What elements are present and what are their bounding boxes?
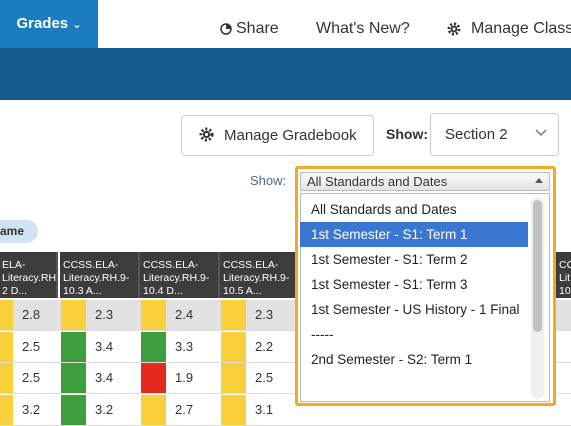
score-color [221, 300, 246, 330]
header-band [0, 48, 571, 100]
score-color [0, 395, 13, 425]
chip-label: ame [0, 224, 25, 238]
score-color [0, 363, 13, 393]
header-line: Literacy.RH.9- [223, 272, 290, 284]
score: 2.7 [175, 402, 194, 417]
dropdown-option[interactable]: 2nd Semester - S2: Term 1 [311, 352, 473, 367]
gear-icon [199, 127, 214, 142]
show-label: Show: [386, 126, 428, 142]
dropdown-option[interactable]: 1st Semester - S1: Term 3 [311, 277, 468, 292]
dropdown-arrow [535, 178, 543, 183]
score-color [141, 395, 166, 425]
section-select[interactable]: Section 2 [430, 113, 559, 156]
column-header[interactable]: ELA-Literacy.RH.9-2 D... [0, 252, 58, 298]
score-color [141, 332, 166, 362]
score-color [221, 363, 246, 393]
grades-menu[interactable]: Grades ⌄ [0, 0, 98, 48]
column-header[interactable]: CCSS.ELA- Literacy.RH.9- 10.4 D... [140, 252, 220, 298]
score-color [141, 300, 166, 330]
header-line: 10.4 D... [143, 285, 183, 297]
header-line: Literacy.RH.9- [63, 272, 130, 284]
header-line: 10. [559, 285, 571, 297]
dropdown-option[interactable]: 1st Semester - S1: Term 1 [300, 222, 528, 247]
score-color [221, 395, 246, 425]
dropdown-option[interactable]: All Standards and Dates [311, 202, 457, 217]
score: 2.3 [255, 307, 274, 322]
header-line: ELA- [2, 259, 26, 271]
chevron [535, 129, 547, 137]
scrollbar-thumb[interactable] [533, 200, 542, 332]
score-color [0, 332, 13, 362]
score: 2.4 [175, 307, 194, 322]
score: 2.5 [22, 370, 41, 385]
score-color [221, 332, 246, 362]
score: 2.5 [22, 339, 41, 354]
column-header[interactable]: CCLit10. [556, 252, 571, 298]
score: 2.8 [22, 307, 41, 322]
score: 3.4 [95, 339, 114, 354]
header-line: Literacy.RH.9- [2, 272, 58, 284]
score: 2.3 [95, 307, 114, 322]
dropdown-option[interactable]: 1st Semester - S1: Term 2 [311, 252, 468, 267]
column-header[interactable]: CCSS.ELA- Literacy.RH.9- 10.5 A... [220, 252, 300, 298]
select-value: Section 2 [445, 126, 508, 143]
score: 2.2 [255, 339, 274, 354]
score-color [141, 363, 166, 393]
header-line: CCSS.ELA- [63, 259, 119, 271]
score: 3.1 [255, 402, 274, 417]
dropdown-option[interactable]: 1st Semester - US History - 1 Final [311, 302, 520, 317]
column-header[interactable]: CCSS.ELA- Literacy.RH.9- 10.3 A... [60, 252, 140, 298]
dropdown-option[interactable]: ----- [311, 327, 334, 342]
share-icon [220, 23, 232, 35]
score: 3.2 [95, 402, 114, 417]
score: 3.3 [175, 339, 194, 354]
score-color [61, 363, 86, 393]
header-line: CCSS.ELA- [143, 259, 199, 271]
score-color [61, 395, 86, 425]
header-line: 10.3 A... [63, 285, 102, 297]
header-line: 10.5 A... [223, 285, 262, 297]
header-line: Lit [559, 272, 571, 284]
score: 3.4 [95, 370, 114, 385]
button-label: Manage Gradebook [224, 127, 357, 144]
header-line: 2 D... [2, 285, 28, 297]
score: 3.2 [22, 402, 41, 417]
dropdown-field[interactable]: All Standards and Dates [300, 172, 550, 191]
header-line: CC [559, 259, 571, 271]
whats-new-link[interactable]: What's New? [316, 20, 410, 37]
header-line: Literacy.RH.9- [143, 272, 210, 284]
score-color [61, 332, 86, 362]
gear-icon [447, 22, 461, 36]
manage-class-link[interactable]: Manage Class [471, 20, 571, 37]
score-color [61, 300, 86, 330]
header-line: CCSS.ELA- [223, 259, 279, 271]
score: 2.5 [255, 370, 274, 385]
filter-label: Show: [250, 173, 287, 188]
score: 1.9 [175, 370, 194, 385]
share-link[interactable]: Share [236, 20, 279, 37]
grades-label: Grades [16, 15, 69, 32]
dropdown-value: All Standards and Dates [307, 174, 448, 189]
name-chip[interactable]: ame [0, 220, 38, 243]
score-color [0, 300, 13, 330]
